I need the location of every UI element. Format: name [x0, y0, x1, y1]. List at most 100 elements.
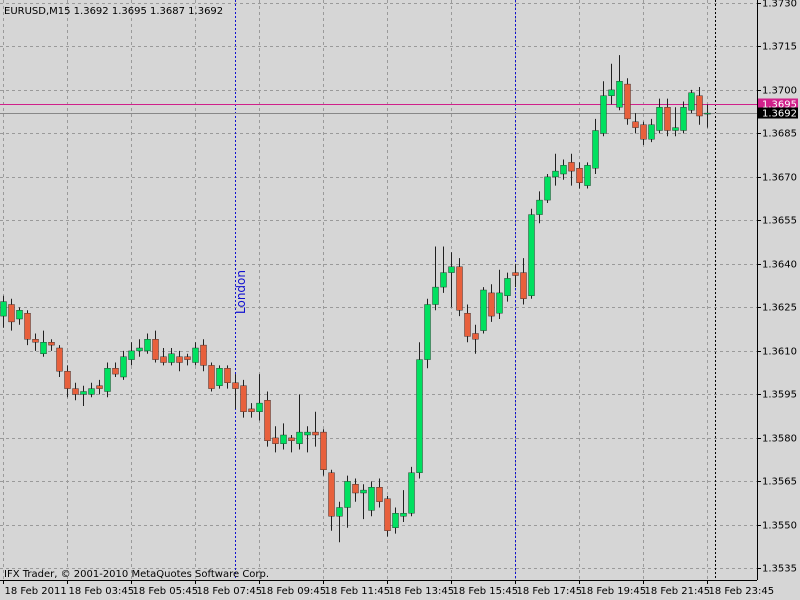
candle-body [672, 127, 679, 131]
candle-body [584, 165, 591, 186]
candle-body [536, 199, 543, 215]
y-tick-label: 1.3580 [762, 434, 797, 445]
candle-body [504, 278, 511, 296]
candle-body [688, 92, 695, 111]
x-tick-label: 18 Feb 03:45 [69, 586, 135, 597]
y-tick-label: 1.3715 [762, 42, 797, 53]
price-label: 1.3692 [762, 109, 797, 120]
footer: IFX Trader, © 2001-2010 MetaQuotes Softw… [4, 569, 269, 580]
y-tick-label: 1.3610 [762, 347, 797, 358]
candle-body [224, 368, 231, 383]
x-tick-label: 18 Feb 19:45 [581, 586, 647, 597]
candle-body [416, 359, 423, 473]
x-tick-label: 18 Feb 09:45 [261, 586, 327, 597]
candle-body [120, 356, 127, 378]
candle-body [136, 347, 143, 352]
candle-body [152, 339, 159, 360]
candle-body [296, 431, 303, 444]
candle-body [256, 402, 263, 413]
candle-body [648, 124, 655, 140]
x-tick-label: 18 Feb 2011 [5, 586, 67, 597]
candle-body [240, 385, 247, 413]
candle-body [376, 487, 383, 502]
candle-body [408, 472, 415, 514]
candle-body [48, 342, 55, 346]
candle-body [64, 371, 71, 389]
candle-body [528, 214, 535, 297]
candle-body [32, 339, 39, 343]
candle-body [432, 286, 439, 305]
candle-body [456, 266, 463, 311]
candle-body [104, 368, 111, 392]
y-tick-label: 1.3565 [762, 477, 797, 488]
candle-body [512, 272, 519, 276]
x-tick-label: 18 Feb 15:45 [453, 586, 519, 597]
candle-body [664, 107, 671, 131]
candle-body [464, 313, 471, 337]
candle-body [656, 107, 663, 131]
candle-body [80, 391, 87, 395]
candle-body [272, 437, 279, 444]
candle-body [560, 165, 567, 175]
y-tick-label: 1.3550 [762, 521, 797, 532]
candle-body [184, 356, 191, 360]
candle-body [576, 167, 583, 183]
candle-body [704, 112, 711, 115]
candle-body [344, 481, 351, 508]
candle-body [696, 95, 703, 117]
candle-body [448, 266, 455, 273]
candle-body [336, 507, 343, 517]
candle-body [200, 344, 207, 366]
x-tick-label: 18 Feb 13:45 [389, 586, 455, 597]
candle-body [96, 385, 103, 389]
candle-body [384, 498, 391, 531]
y-tick-label: 1.3595 [762, 390, 797, 401]
candle-body [40, 342, 47, 355]
candle-body [368, 487, 375, 511]
x-tick-label: 18 Feb 21:45 [645, 586, 711, 597]
y-tick-label: 1.3700 [762, 86, 797, 97]
candle-body [88, 388, 95, 395]
candle-body [624, 83, 631, 120]
candle-body [616, 80, 623, 108]
candle-body [544, 176, 551, 201]
candle-body [288, 437, 295, 441]
candle-body [72, 388, 79, 395]
candle-body [208, 365, 215, 389]
candle-body [680, 107, 687, 131]
price-label: 1.3695 [762, 100, 797, 111]
candle-body [496, 292, 503, 314]
candle-body [320, 431, 327, 471]
candle-body [600, 95, 607, 134]
candle-body [112, 368, 119, 375]
candle-body [176, 356, 183, 363]
candle-body [192, 347, 199, 363]
y-tick-label: 1.3535 [762, 564, 797, 575]
candle-body [520, 272, 527, 299]
candle-body [232, 382, 239, 389]
candle-body [392, 513, 399, 528]
candle-body [312, 431, 319, 436]
candle-body [488, 292, 495, 317]
candle-body [24, 313, 31, 340]
candle-body [144, 339, 151, 352]
y-tick-label: 1.3625 [762, 303, 797, 314]
candle-body [8, 304, 15, 323]
candle-body [400, 513, 407, 517]
candle-body [640, 124, 647, 140]
candle-body [360, 489, 367, 494]
candle-body [440, 272, 447, 288]
candle-body [216, 368, 223, 386]
candle-body [160, 356, 167, 363]
candle-body [552, 170, 559, 178]
price-label-box [758, 98, 798, 110]
x-tick-label: 18 Feb 17:45 [517, 586, 583, 597]
candle-body [16, 310, 23, 320]
candle-body [304, 431, 311, 436]
candle-body [128, 350, 135, 360]
candle-body [424, 304, 431, 360]
y-tick-label: 1.3685 [762, 129, 797, 140]
y-tick-label: 1.3670 [762, 173, 797, 184]
